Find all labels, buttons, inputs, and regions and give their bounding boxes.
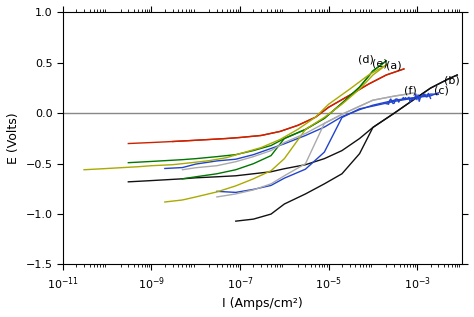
Text: (b): (b) xyxy=(444,75,460,85)
Text: (f): (f) xyxy=(404,85,417,95)
Text: (d): (d) xyxy=(358,55,374,65)
Text: (c): (c) xyxy=(434,85,449,95)
Text: (e): (e) xyxy=(372,59,387,69)
Text: (a): (a) xyxy=(386,61,402,71)
X-axis label: I (Amps/cm²): I (Amps/cm²) xyxy=(222,297,302,310)
Y-axis label: E (Volts): E (Volts) xyxy=(7,113,20,164)
